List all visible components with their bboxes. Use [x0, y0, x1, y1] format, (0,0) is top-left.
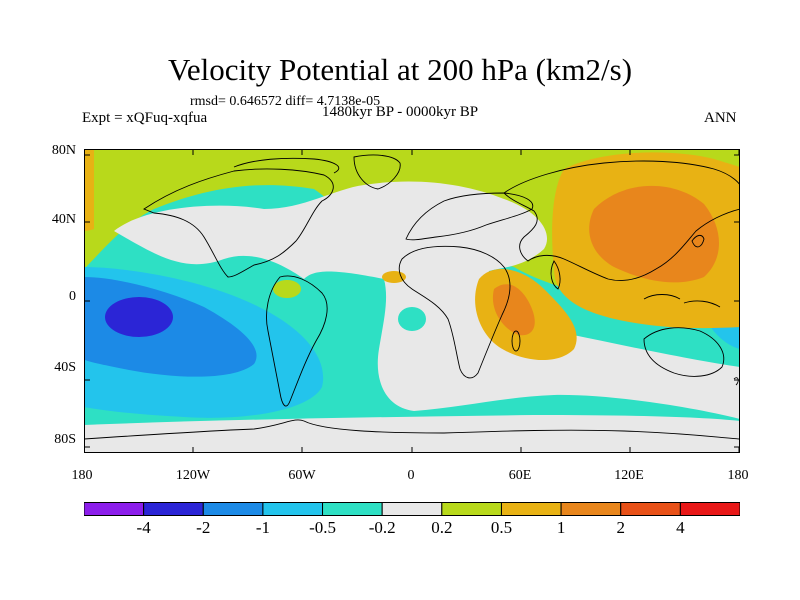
lon-label-0: 0 — [407, 468, 415, 483]
colorbar-label: 0.5 — [490, 518, 513, 537]
stats-label: rmsd= 0.646572 diff= 4.7138e-05 — [190, 94, 381, 109]
lat-label-80s: 80S — [54, 432, 76, 447]
axis-ticks — [84, 149, 740, 453]
colorbar-swatch — [500, 502, 562, 516]
colorbar-label: 4 — [676, 518, 685, 537]
colorbar-swatch — [84, 502, 145, 516]
lon-label-180w: 180 — [71, 468, 93, 483]
colorbar-swatch — [262, 502, 324, 516]
colorbar — [84, 502, 740, 516]
colorbar-swatch — [441, 502, 502, 516]
map-title: Velocity Potential at 200 hPa (km2/s) — [167, 52, 633, 87]
colorbar-swatch — [143, 502, 204, 516]
colorbar-label: 2 — [616, 518, 625, 537]
map-plot — [84, 149, 740, 453]
colorbar-label: -4 — [136, 518, 151, 537]
colorbar-label: -1 — [255, 518, 270, 537]
lon-label-60e: 60E — [508, 468, 532, 483]
colorbar-swatch — [560, 502, 622, 516]
colorbar-label: -0.5 — [309, 518, 336, 537]
colorbar-label: -2 — [196, 518, 211, 537]
season-label: ANN — [704, 110, 737, 126]
colorbar-label: 0.2 — [431, 518, 453, 537]
lat-label-40n: 40N — [51, 212, 76, 227]
colorbar-swatch — [679, 502, 740, 516]
velocity-potential-field — [84, 149, 740, 453]
colorbar-label: 1 — [556, 518, 566, 537]
experiment-label: Expt = xQFuq-xqfua — [82, 110, 208, 126]
colorbar-swatch — [202, 502, 264, 516]
colorbar-swatch — [620, 502, 681, 516]
lat-label-0: 0 — [69, 289, 76, 304]
lat-label-80n: 80N — [51, 143, 76, 158]
lon-label-120e: 120E — [614, 468, 644, 483]
lon-label-180e: 180 — [727, 468, 749, 483]
lon-label-120w: 120W — [175, 468, 211, 483]
lat-label-40s: 40S — [54, 360, 76, 375]
colorbar-label: -0.2 — [368, 518, 396, 537]
colorbar-swatch — [381, 502, 443, 516]
period-label: 1480kyr BP - 0000kyr BP — [322, 104, 479, 120]
colorbar-swatch — [322, 502, 383, 516]
coastlines — [84, 154, 740, 440]
lon-label-60w: 60W — [288, 468, 316, 483]
